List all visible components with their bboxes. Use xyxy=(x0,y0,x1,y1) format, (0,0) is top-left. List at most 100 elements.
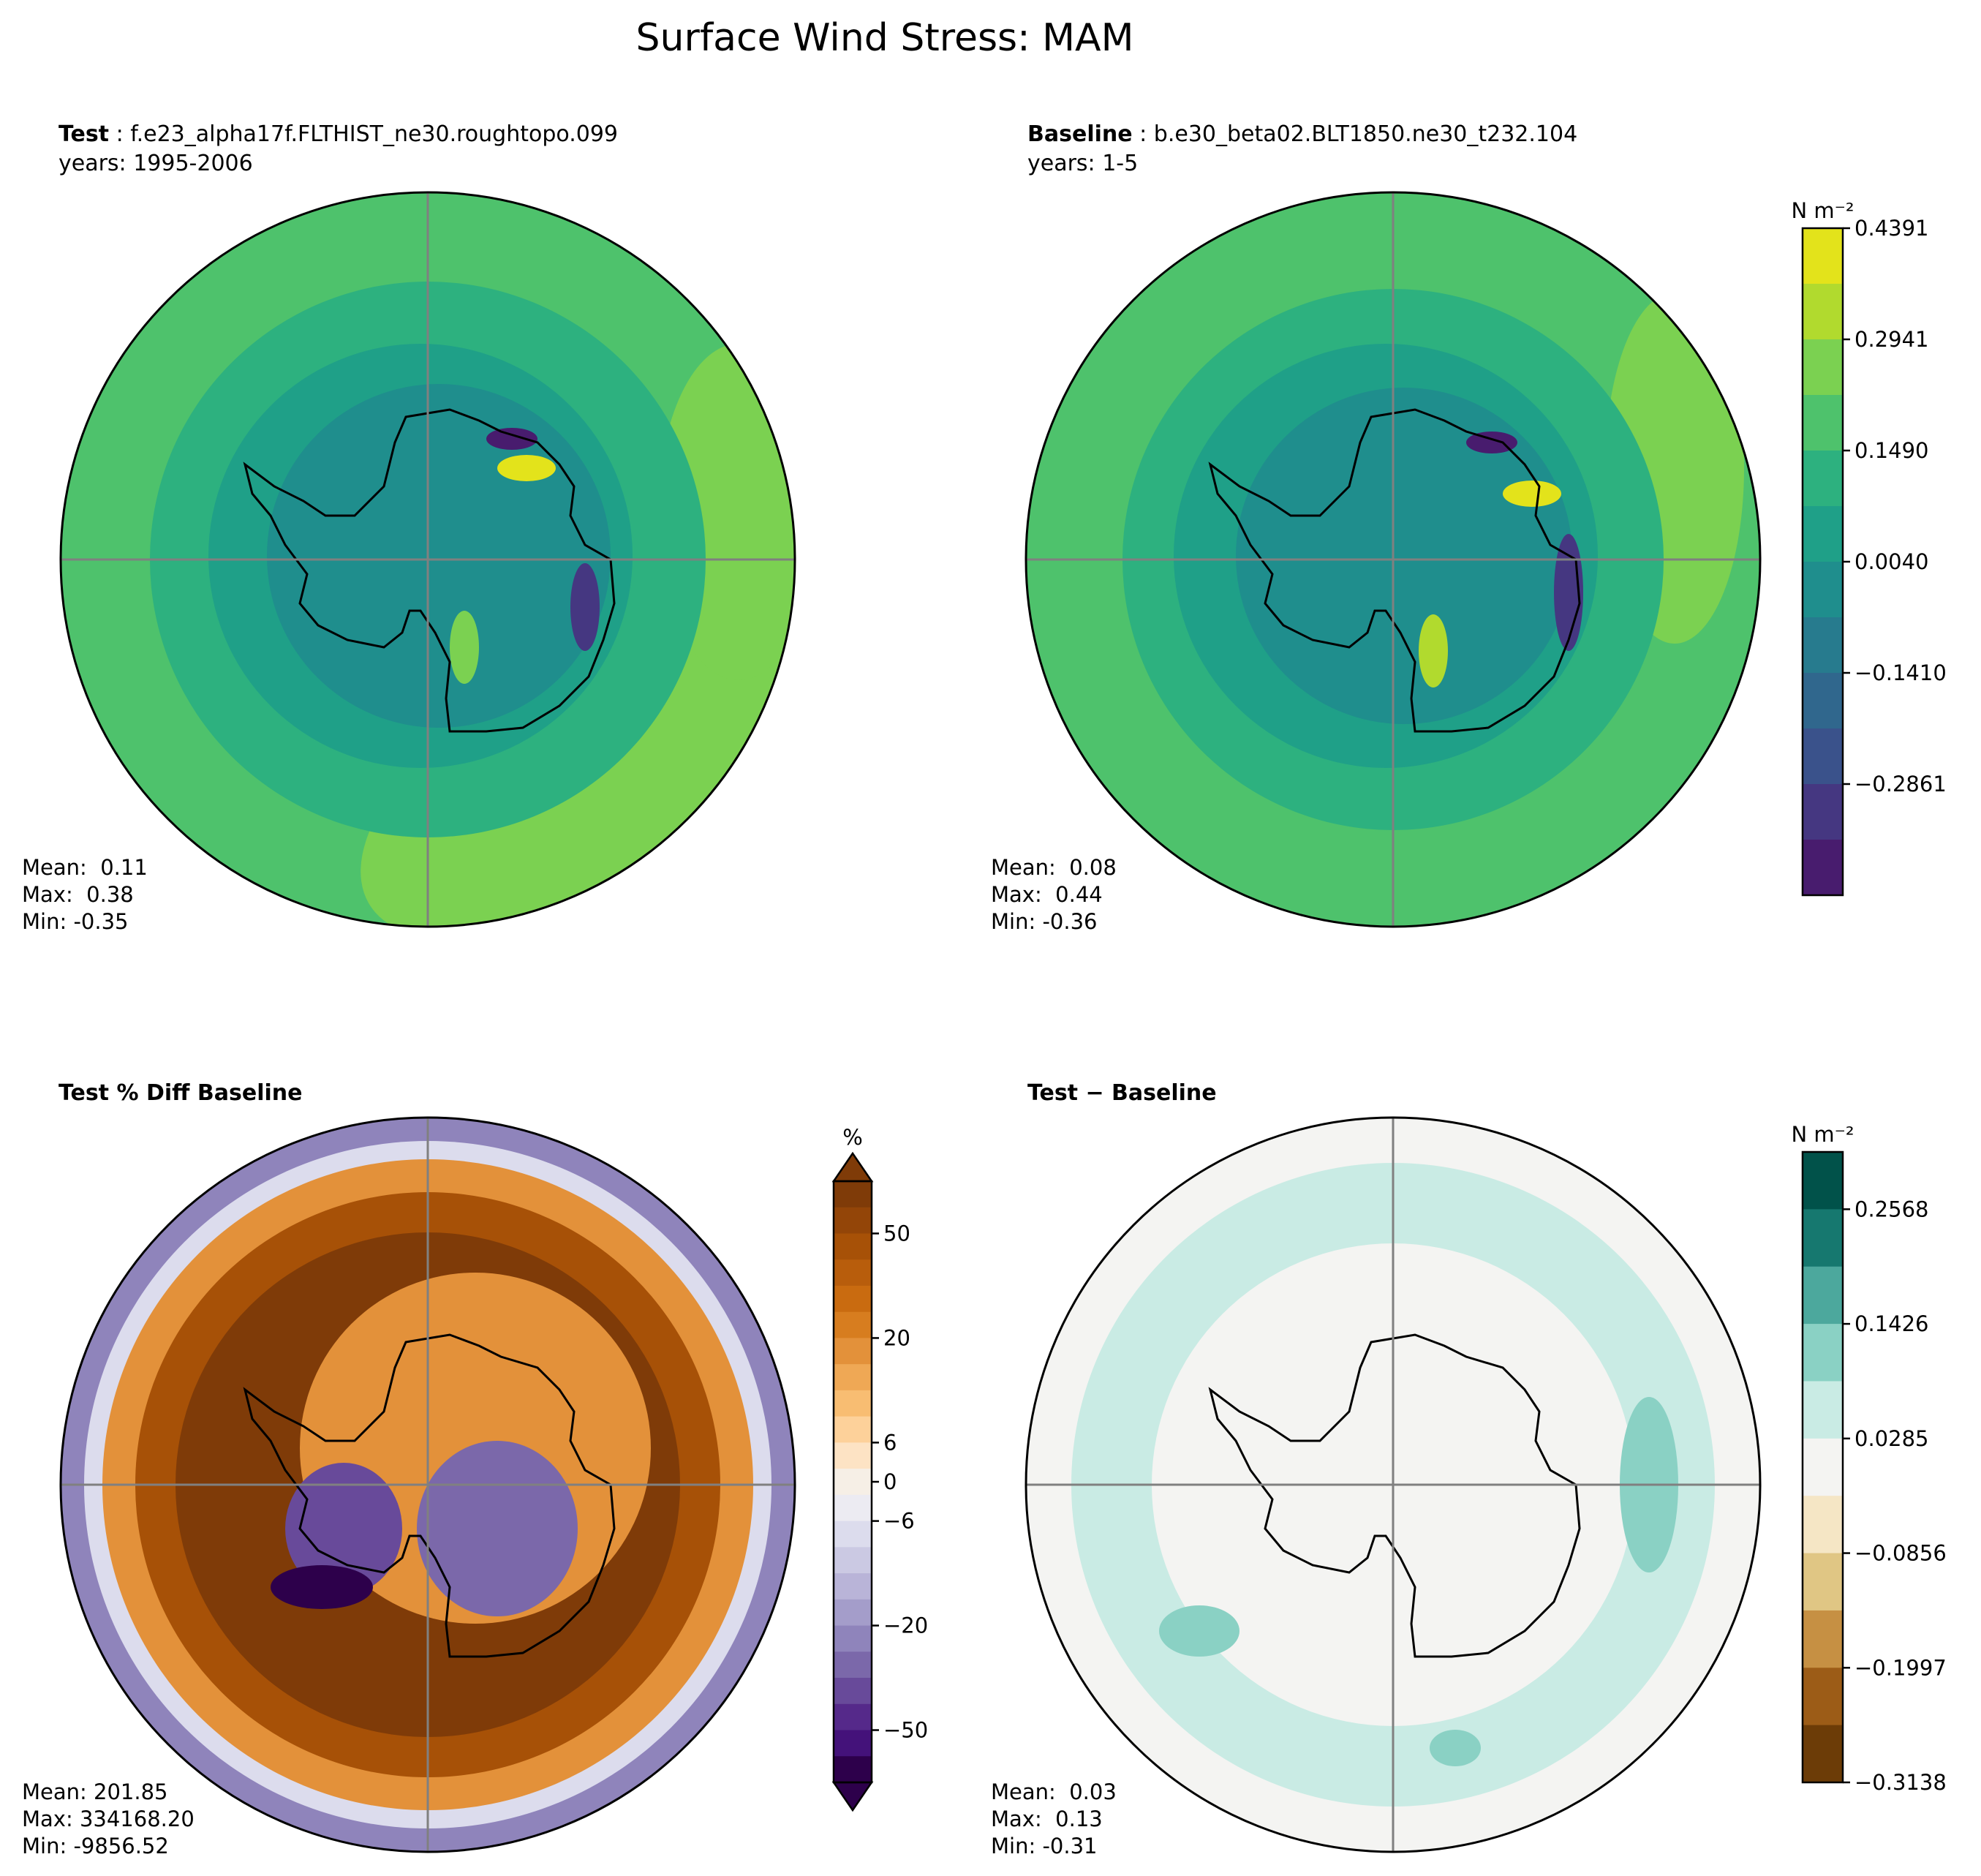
colorbar-main: 0.4391 0.2941 0.1490 0.0040 −0.1410 −0.2861 N … xyxy=(1791,198,1947,897)
colorbar-segment xyxy=(1803,1610,1843,1668)
colorbar-pct: 50 20 6 0 −6 −20 −50% xyxy=(831,1125,928,1812)
colorbar-tick-label: −0.3138 xyxy=(1854,1770,1947,1795)
colorbar-segment xyxy=(834,1207,872,1235)
colorbar-tick-label: 0.2941 xyxy=(1854,327,1928,352)
colorbar-segment xyxy=(1803,1209,1843,1267)
colorbar-segment xyxy=(1803,1438,1843,1496)
colorbar-segment xyxy=(834,1678,872,1705)
colorbar-segment xyxy=(834,1703,872,1731)
colorbar-segment xyxy=(834,1469,872,1496)
baseline-title-case: b.e30_beta02.BLT1850.ne30_t232.104 xyxy=(1153,121,1578,147)
colorbar-segment xyxy=(1803,1266,1843,1325)
baseline-years: years: 1-5 xyxy=(1027,151,1139,176)
stat-min: Min: -0.36 xyxy=(991,909,1098,934)
colorbar-segment xyxy=(1803,1496,1843,1554)
stat-mean: Mean: 201.85 xyxy=(22,1779,168,1804)
stat-max: Max: 0.44 xyxy=(991,882,1103,907)
colorbar-segment xyxy=(834,1494,872,1522)
colorbar-segment xyxy=(834,1181,872,1208)
colorbar-segment xyxy=(1803,506,1843,562)
colorbar-tick-label: −0.0856 xyxy=(1854,1541,1947,1566)
colorbar-segment xyxy=(1803,395,1843,451)
stat-max: Max: 0.38 xyxy=(22,882,134,907)
colorbar-tick-label: 0.2568 xyxy=(1854,1197,1928,1221)
colorbar-segment xyxy=(834,1338,872,1365)
colorbar-segment xyxy=(1803,562,1843,618)
colorbar-tick-label: 20 xyxy=(883,1325,910,1350)
test-title-bold: Test xyxy=(59,121,110,147)
test-stats: Mean: 0.11 Max: 0.38 Min: -0.35 xyxy=(22,854,148,935)
colorbar-segment xyxy=(834,1521,872,1548)
colorbar-segment xyxy=(834,1599,872,1627)
colorbar-segment xyxy=(1803,728,1843,785)
stat-max: Max: 334168.20 xyxy=(22,1807,195,1831)
colorbar-units: N m⁻² xyxy=(1791,198,1854,223)
colorbar-segment xyxy=(834,1285,872,1313)
colorbar-segment xyxy=(1803,228,1843,285)
colorbar-diff: 0.2568 0.1426 0.0285 −0.0856 −0.1997 −0.3138 N… xyxy=(1791,1122,1946,1795)
diff-map xyxy=(1025,1116,1762,1853)
colorbar-segment xyxy=(1803,451,1843,507)
figure-title: Surface Wind Stress: MAM xyxy=(635,16,1134,60)
colorbar-segment xyxy=(834,1311,872,1339)
baseline-title-bold: Baseline xyxy=(1027,121,1133,147)
colorbar-segment xyxy=(834,1625,872,1652)
colorbar-tick-label: 0.1426 xyxy=(1854,1311,1928,1336)
baseline-map xyxy=(1025,191,1762,928)
test-title-case: f.e23_alpha17f.FLTHIST_ne30.roughtopo.09… xyxy=(130,121,619,147)
colorbar-segment xyxy=(834,1651,872,1679)
colorbar-tick-label: −20 xyxy=(883,1613,928,1638)
colorbar-tick-label: 0.0285 xyxy=(1854,1426,1928,1451)
diff-panel-title: Test − Baseline xyxy=(1027,1079,1217,1108)
colorbar-segment xyxy=(834,1442,872,1469)
colorbar-extend-top xyxy=(831,1151,874,1183)
colorbar-segment xyxy=(1803,1381,1843,1439)
colorbar-tick-label: −50 xyxy=(883,1718,928,1743)
colorbar-tick-label: 6 xyxy=(883,1430,897,1455)
colorbar-tick-label: −6 xyxy=(883,1509,915,1534)
colorbar-segment xyxy=(834,1730,872,1757)
colorbar-segment xyxy=(1803,617,1843,674)
colorbar-tick-label: 0 xyxy=(883,1469,897,1494)
pctdiff-stats: Mean: 201.85 Max: 334168.20 Min: -9856.52 xyxy=(22,1779,195,1860)
diff-stats: Mean: 0.03 Max: 0.13 Min: -0.31 xyxy=(991,1779,1117,1860)
colorbar-segment xyxy=(834,1233,872,1260)
colorbar-frame xyxy=(1801,1150,1844,1784)
colorbar-segment xyxy=(1803,673,1843,729)
pctdiff-title-bold: Test % Diff Baseline xyxy=(59,1080,303,1106)
colorbar-tick-label: −0.1997 xyxy=(1854,1655,1947,1680)
colorbar-segment xyxy=(1803,840,1843,896)
colorbar-segment xyxy=(834,1573,872,1600)
colorbar-extend-bottom xyxy=(831,1781,874,1812)
colorbar-tick-label: −0.1410 xyxy=(1854,660,1947,685)
colorbar-units: N m⁻² xyxy=(1791,1122,1854,1147)
colorbar-tick-label: 0.0040 xyxy=(1854,549,1928,574)
stat-max: Max: 0.13 xyxy=(991,1807,1103,1831)
stat-min: Min: -0.35 xyxy=(22,909,129,934)
test-panel-title: Test : f.e23_alpha17f.FLTHIST_ne30.rough… xyxy=(59,121,619,176)
stat-mean: Mean: 0.03 xyxy=(991,1779,1117,1804)
stat-mean: Mean: 0.11 xyxy=(22,855,148,880)
colorbar-segment xyxy=(1803,784,1843,840)
colorbar-segment xyxy=(834,1364,872,1391)
colorbar-segment xyxy=(1803,1725,1843,1783)
colorbar-segment xyxy=(1803,1553,1843,1611)
pctdiff-panel-title: Test % Diff Baseline xyxy=(59,1079,303,1108)
colorbar-tick-label: 0.4391 xyxy=(1854,216,1928,241)
test-years: years: 1995-2006 xyxy=(59,151,253,176)
colorbar-segment xyxy=(834,1547,872,1574)
colorbar-tick-label: 0.1490 xyxy=(1854,438,1928,463)
colorbar-segment xyxy=(1803,339,1843,396)
pctdiff-map xyxy=(59,1116,796,1853)
colorbar-segment xyxy=(834,1259,872,1287)
colorbar-segment xyxy=(1803,1668,1843,1726)
baseline-panel-title: Baseline : b.e30_beta02.BLT1850.ne30_t23… xyxy=(1027,121,1578,176)
test-map xyxy=(59,191,796,928)
colorbar-segment xyxy=(1803,1324,1843,1382)
stat-mean: Mean: 0.08 xyxy=(991,855,1117,880)
diff-title-bold: Test − Baseline xyxy=(1027,1080,1217,1106)
colorbar-segment xyxy=(834,1756,872,1783)
colorbar-tick-label: 50 xyxy=(883,1221,910,1246)
